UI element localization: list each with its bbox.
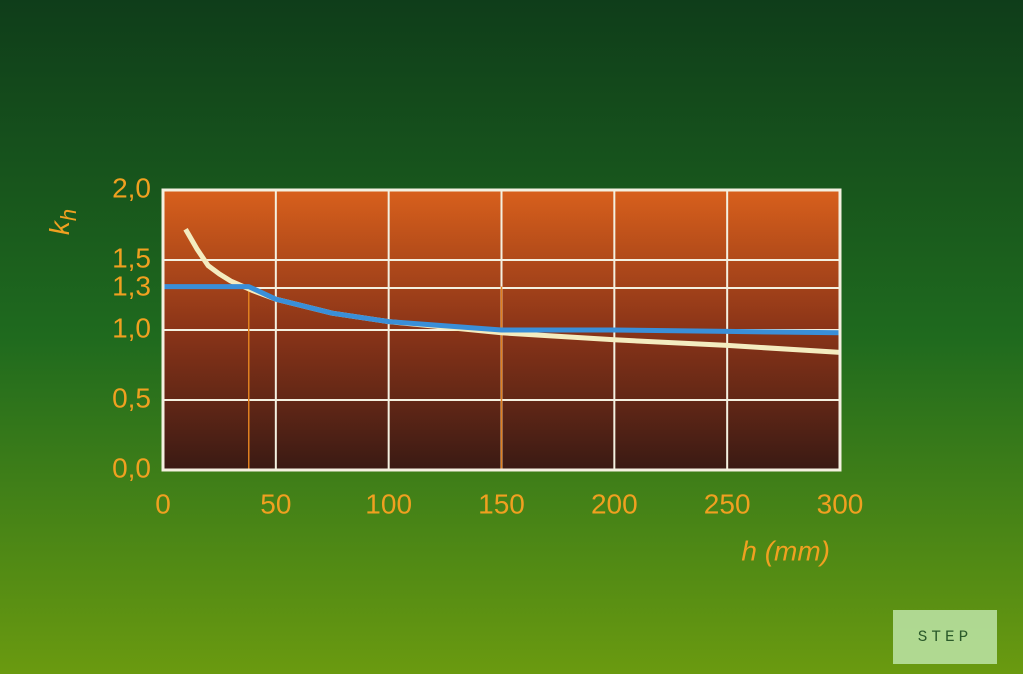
x-tick-label: 300 bbox=[817, 488, 864, 519]
series-line bbox=[163, 284, 841, 336]
y-tick-label: 1,5 bbox=[112, 242, 151, 273]
y-tick-label: 1,0 bbox=[112, 312, 151, 343]
y-tick-label: 0,5 bbox=[112, 382, 151, 413]
y-label-sub: h bbox=[56, 209, 81, 221]
y-tick-label: 1,3 bbox=[112, 270, 151, 301]
x-tick-label: 0 bbox=[155, 488, 171, 519]
y-label-main: k bbox=[44, 219, 75, 235]
x-axis-label: h (mm) bbox=[741, 535, 830, 566]
y-tick-label: 2,0 bbox=[112, 172, 151, 203]
logo: STEP bbox=[893, 610, 997, 664]
x-tick-label: 100 bbox=[365, 488, 412, 519]
x-tick-label: 200 bbox=[591, 488, 638, 519]
x-tick-label: 250 bbox=[704, 488, 751, 519]
logo-box bbox=[893, 610, 997, 664]
y-tick-label: 0,0 bbox=[112, 452, 151, 483]
y-axis-label: kh bbox=[44, 209, 80, 235]
logo-text: STEP bbox=[918, 628, 972, 646]
x-tick-label: 150 bbox=[478, 488, 525, 519]
plot-border bbox=[161, 188, 842, 472]
x-tick-label: 50 bbox=[260, 488, 291, 519]
